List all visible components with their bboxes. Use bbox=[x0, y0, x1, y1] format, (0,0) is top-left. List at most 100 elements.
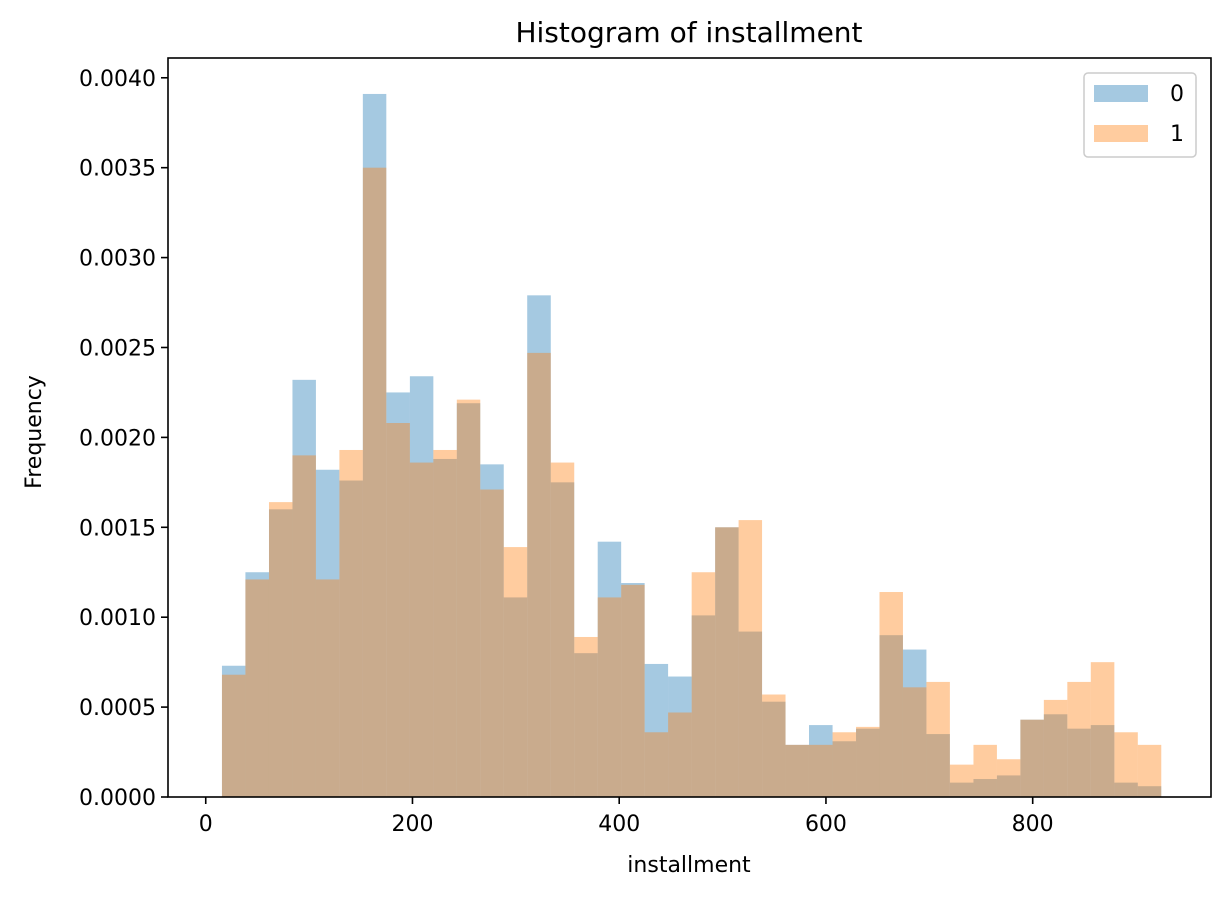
histogram-bar-series-1-bin-16 bbox=[597, 597, 622, 797]
legend-swatch-0 bbox=[1094, 85, 1148, 102]
histogram-bar-series-0-bin-10 bbox=[456, 403, 481, 797]
histogram-bar-series-1-bin-36 bbox=[1067, 681, 1091, 797]
histogram-bar-series-1-bin-15 bbox=[574, 636, 598, 797]
histogram-bar-series-1-bin-30 bbox=[926, 681, 950, 797]
histogram-bar-series-1-bin-35 bbox=[1043, 699, 1068, 797]
histogram-bar-series-0-bin-35 bbox=[1043, 714, 1068, 797]
histogram-bar-series-0-bin-14 bbox=[550, 482, 575, 797]
histogram-bar-series-0-bin-11 bbox=[480, 464, 504, 797]
y-tick-label: 0.0040 bbox=[79, 67, 156, 92]
histogram-bar-series-0-bin-13 bbox=[527, 295, 551, 797]
histogram-bar-series-1-bin-3 bbox=[292, 455, 316, 797]
histogram-bar-series-1-bin-1 bbox=[245, 579, 269, 797]
histogram-bar-series-1-bin-23 bbox=[762, 694, 786, 797]
histogram-bar-series-1-bin-8 bbox=[409, 462, 434, 797]
histogram-bar-series-0-bin-9 bbox=[433, 458, 457, 797]
histogram-bar-series-0-bin-2 bbox=[268, 509, 293, 797]
histogram-bar-series-0-bin-4 bbox=[315, 469, 340, 797]
histogram-bar-series-0-bin-25 bbox=[809, 725, 833, 797]
histogram-bar-series-0-bin-1 bbox=[245, 572, 269, 797]
histogram-bar-series-0-bin-36 bbox=[1067, 728, 1091, 797]
histogram-bar-series-0-bin-31 bbox=[949, 782, 974, 797]
histogram-bars bbox=[221, 93, 1162, 797]
histogram-bar-series-1-bin-19 bbox=[668, 712, 692, 797]
histogram-bar-series-0-bin-20 bbox=[691, 615, 716, 797]
histogram-bar-series-0-bin-32 bbox=[973, 779, 997, 797]
histogram-bar-series-1-bin-20 bbox=[691, 572, 716, 797]
y-tick-label: 0.0030 bbox=[79, 247, 156, 272]
histogram-bar-series-1-bin-4 bbox=[315, 579, 340, 797]
x-axis-label: installment bbox=[627, 853, 751, 878]
histogram-bar-series-1-bin-0 bbox=[221, 674, 246, 797]
histogram-bar-series-1-bin-5 bbox=[339, 449, 363, 797]
histogram-bar-series-0-bin-39 bbox=[1137, 786, 1162, 797]
histogram-bar-series-1-bin-38 bbox=[1114, 732, 1138, 797]
y-tick-label: 0.0015 bbox=[79, 516, 156, 541]
legend: 0 1 bbox=[1083, 72, 1197, 158]
histogram-bar-series-0-bin-26 bbox=[832, 741, 857, 797]
histogram-bar-series-0-bin-27 bbox=[856, 728, 880, 797]
histogram-bar-series-1-bin-29 bbox=[902, 687, 927, 797]
histogram-bar-series-1-bin-9 bbox=[433, 449, 457, 797]
x-tick-label: 800 bbox=[1012, 812, 1054, 837]
legend-box bbox=[1083, 72, 1197, 158]
histogram-bar-series-1-bin-2 bbox=[268, 502, 293, 797]
histogram-bar-series-0-bin-6 bbox=[362, 93, 387, 797]
histogram-bar-series-0-bin-30 bbox=[926, 734, 950, 797]
histogram-bar-series-1-bin-6 bbox=[362, 167, 387, 797]
histogram-bar-series-1-bin-39 bbox=[1137, 744, 1162, 797]
y-tick-label: 0.0000 bbox=[79, 786, 156, 811]
histogram-bar-series-1-bin-17 bbox=[621, 584, 645, 797]
x-tick-label: 400 bbox=[598, 812, 640, 837]
histogram-bar-series-0-bin-12 bbox=[503, 597, 528, 797]
histogram-bar-series-0-bin-38 bbox=[1114, 782, 1138, 797]
legend-swatch-1 bbox=[1094, 125, 1148, 142]
histogram-bar-series-0-bin-7 bbox=[386, 392, 410, 797]
histogram-bar-series-0-bin-28 bbox=[879, 635, 903, 797]
histogram-bar-series-0-bin-34 bbox=[1020, 719, 1044, 797]
histogram-bar-series-1-bin-14 bbox=[550, 462, 575, 797]
histogram-bar-series-0-bin-0 bbox=[221, 665, 246, 797]
histogram-bar-series-0-bin-22 bbox=[738, 631, 763, 797]
x-tick-label: 0 bbox=[199, 812, 213, 837]
histogram-bar-series-1-bin-27 bbox=[856, 726, 880, 797]
histogram-bar-series-1-bin-37 bbox=[1090, 662, 1115, 797]
histogram-bar-series-0-bin-3 bbox=[292, 379, 316, 797]
histogram-bar-series-1-bin-10 bbox=[456, 399, 481, 797]
y-tick-label: 0.0020 bbox=[79, 426, 156, 451]
histogram-bar-series-0-bin-29 bbox=[902, 649, 927, 797]
histogram-bar-series-1-bin-22 bbox=[738, 520, 763, 797]
histogram-bar-series-0-bin-19 bbox=[668, 676, 692, 797]
histogram-bar-series-1-bin-7 bbox=[386, 423, 410, 797]
histogram-bar-series-0-bin-5 bbox=[339, 480, 363, 797]
histogram-bar-series-0-bin-17 bbox=[621, 583, 645, 797]
y-tick-label: 0.0025 bbox=[79, 336, 156, 361]
histogram-bar-series-0-bin-8 bbox=[409, 376, 434, 797]
histogram-bar-series-1-bin-13 bbox=[527, 352, 551, 797]
histogram-bar-series-0-bin-15 bbox=[574, 653, 598, 797]
histogram-bar-series-1-bin-33 bbox=[996, 759, 1021, 797]
histogram-bar-series-0-bin-23 bbox=[762, 701, 786, 797]
chart-title: Histogram of installment bbox=[515, 16, 862, 49]
histogram-bar-series-1-bin-24 bbox=[785, 744, 809, 797]
histogram-bar-series-0-bin-37 bbox=[1090, 725, 1115, 797]
histogram-bar-series-1-bin-28 bbox=[879, 592, 903, 797]
y-axis-ticks: 0.0000 0.0005 0.0010 0.0015 0.0020 0.0025 0.00… bbox=[79, 67, 168, 811]
y-tick-label: 0.0035 bbox=[79, 157, 156, 182]
histogram-bar-series-1-bin-12 bbox=[503, 547, 528, 797]
plot-area-frame bbox=[167, 57, 1212, 798]
y-axis-label: Frequency bbox=[22, 375, 47, 489]
x-tick-label: 200 bbox=[391, 812, 433, 837]
histogram-bar-series-1-bin-25 bbox=[809, 744, 833, 797]
legend-label-0: 0 bbox=[1170, 82, 1184, 107]
histogram-bar-series-1-bin-32 bbox=[973, 744, 997, 797]
histogram-bar-series-0-bin-21 bbox=[715, 527, 739, 797]
y-tick-label: 0.0005 bbox=[79, 696, 156, 721]
histogram-bar-series-0-bin-16 bbox=[597, 541, 622, 797]
histogram-bar-series-0-bin-33 bbox=[996, 775, 1021, 797]
y-tick-label: 0.0010 bbox=[79, 606, 156, 631]
histogram-bar-series-1-bin-11 bbox=[480, 489, 504, 797]
x-tick-label: 600 bbox=[805, 812, 847, 837]
histogram-bar-series-1-bin-26 bbox=[832, 732, 857, 797]
